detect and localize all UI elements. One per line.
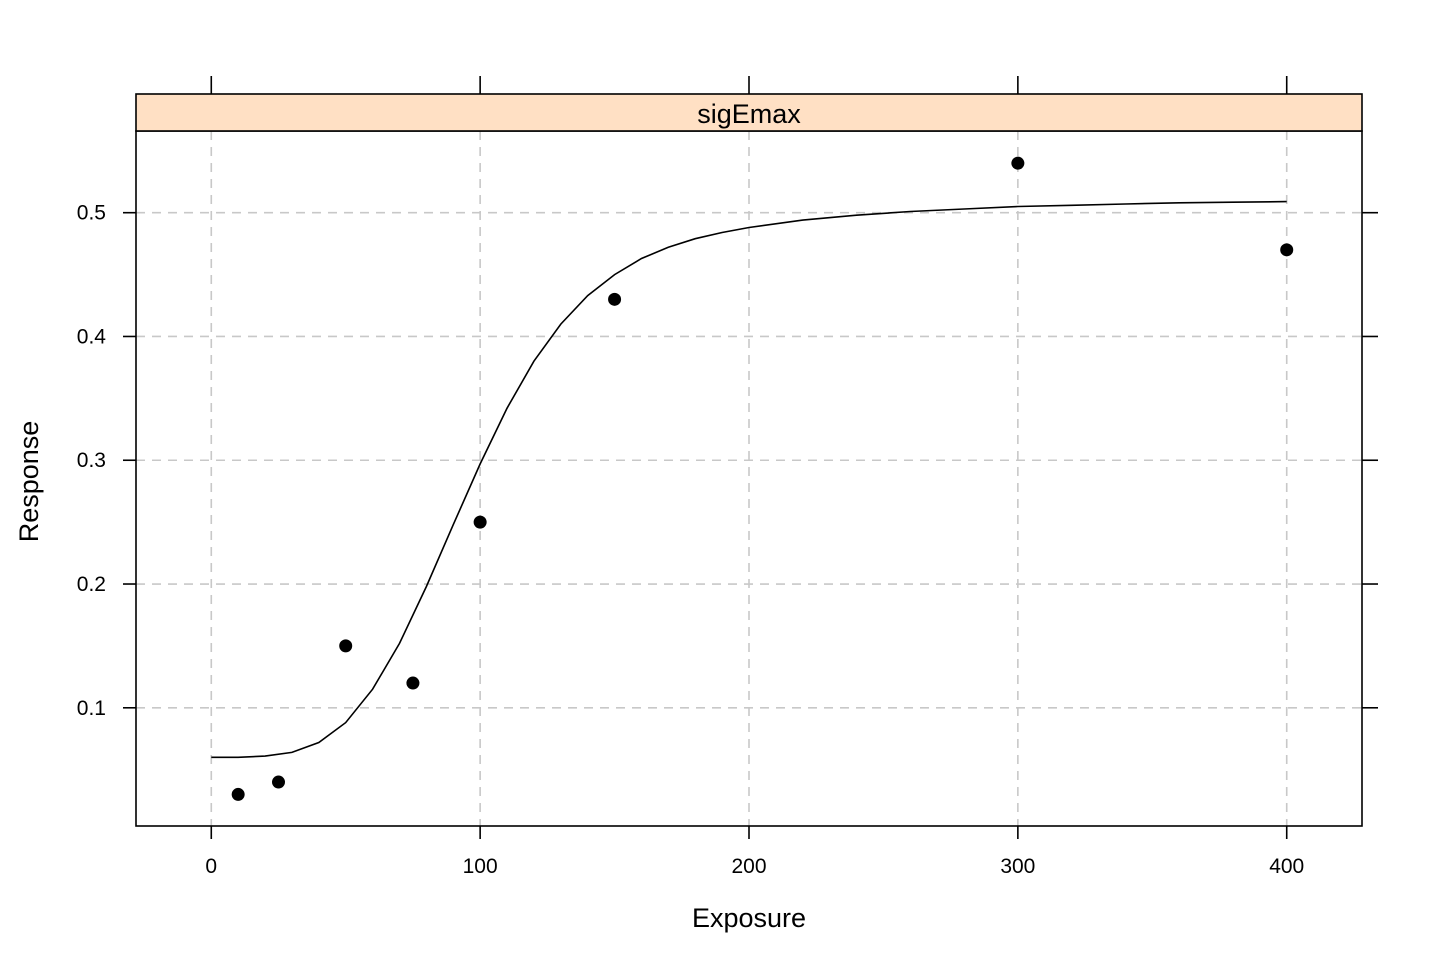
data-point	[339, 639, 353, 653]
panel-title: sigEmax	[697, 99, 801, 129]
data-point	[406, 676, 420, 690]
fit-curve	[211, 200, 1287, 759]
data-point	[473, 515, 487, 529]
x-tick-label: 400	[1269, 855, 1304, 878]
x-tick-label: 100	[463, 855, 498, 878]
y-tick-label: 0.3	[77, 449, 106, 472]
panel-strip	[135, 93, 1363, 132]
tick-labels: 0 100 200 300 400 0.1 0.2 0.3 0.4 0.5	[77, 202, 1304, 878]
x-tick-label: 300	[1000, 855, 1035, 878]
data-point	[231, 787, 245, 801]
grid-lines	[136, 131, 1362, 826]
y-tick-label: 0.2	[77, 573, 106, 596]
data-point	[271, 775, 285, 789]
data-point	[608, 292, 622, 306]
x-tick-label: 200	[731, 855, 766, 878]
y-tick-label: 0.1	[77, 697, 106, 720]
y-tick-label: 0.4	[77, 325, 107, 348]
y-tick-label: 0.5	[77, 202, 106, 225]
data-points	[231, 156, 1294, 801]
data-point	[1280, 243, 1294, 257]
x-tick-label: 0	[205, 855, 217, 878]
data-point	[1011, 156, 1025, 170]
y-axis-title: Response	[14, 421, 44, 543]
tick-marks	[123, 76, 1378, 839]
x-axis-title: Exposure	[692, 903, 806, 933]
fit-curve-layer	[211, 200, 1287, 759]
